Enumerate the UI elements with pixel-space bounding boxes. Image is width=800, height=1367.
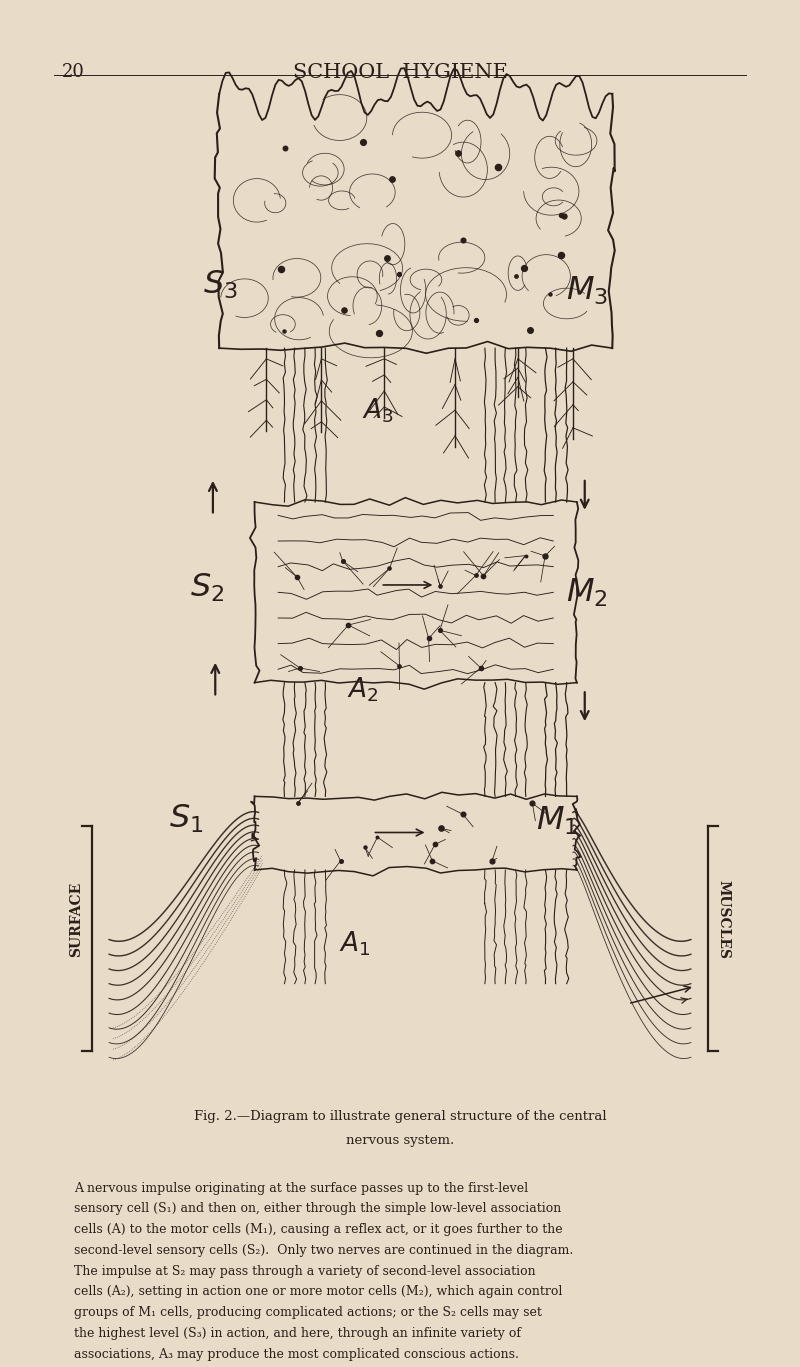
Text: 20: 20 [62,63,85,81]
Text: Fig. 2.—Diagram to illustrate general structure of the central: Fig. 2.—Diagram to illustrate general st… [194,1110,606,1122]
Text: nervous system.: nervous system. [346,1133,454,1147]
Text: A nervous impulse originating at the surface passes up to the first-level: A nervous impulse originating at the sur… [74,1181,528,1195]
Text: MUSCLES: MUSCLES [717,880,731,960]
Text: cells (A) to the motor cells (M₁), causing a reflex act, or it goes further to t: cells (A) to the motor cells (M₁), causi… [74,1223,562,1236]
Text: $M_1$: $M_1$ [536,804,578,837]
Text: $A_2$: $A_2$ [346,675,378,704]
Text: second-level sensory cells (S₂).  Only two nerves are continued in the diagram.: second-level sensory cells (S₂). Only tw… [74,1244,573,1256]
Text: The impulse at S₂ may pass through a variety of second-level association: The impulse at S₂ may pass through a var… [74,1264,535,1278]
Text: $M_2$: $M_2$ [566,577,608,610]
Text: SURFACE: SURFACE [69,882,83,957]
Text: $S_1$: $S_1$ [169,802,203,835]
Text: $A_1$: $A_1$ [339,930,371,958]
Text: $M_3$: $M_3$ [566,275,608,306]
Text: groups of M₁ cells, producing complicated actions; or the S₂ cells may set: groups of M₁ cells, producing complicate… [74,1305,542,1319]
Text: cells (A₂), setting in action one or more motor cells (M₂), which again control: cells (A₂), setting in action one or mor… [74,1285,562,1299]
Text: $S_3$: $S_3$ [203,269,238,302]
Text: $A_3$: $A_3$ [362,396,394,425]
Text: SCHOOL  HYGIENE: SCHOOL HYGIENE [293,63,507,82]
Text: the highest level (S₃) in action, and here, through an infinite variety of: the highest level (S₃) in action, and he… [74,1327,521,1340]
Text: associations, A₃ may produce the most complicated conscious actions.: associations, A₃ may produce the most co… [74,1348,518,1360]
Text: $S_2$: $S_2$ [190,571,225,604]
Text: sensory cell (S₁) and then on, either through the simple low-level association: sensory cell (S₁) and then on, either th… [74,1203,561,1215]
